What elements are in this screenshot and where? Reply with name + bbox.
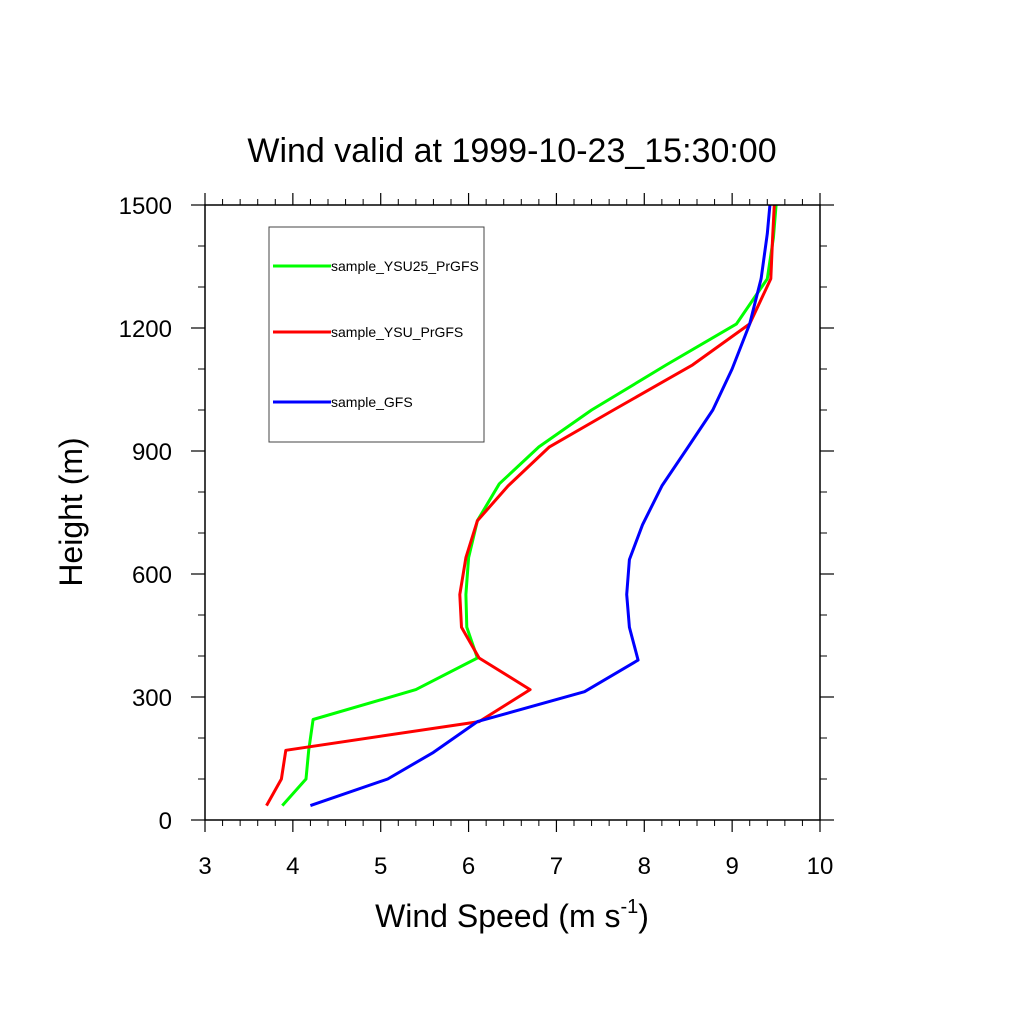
plot-frame [204,204,821,821]
y-tick-label: 1200 [119,316,172,343]
y-tick-label: 0 [159,808,172,835]
x-tick-label: 8 [638,853,651,880]
y-tick-label: 600 [132,562,172,589]
y-tick-label: 300 [132,685,172,712]
y-tick-label: 1500 [119,193,172,220]
x-tick-label: 9 [725,853,738,880]
y-tick-label: 900 [132,439,172,466]
x-axis-label: Wind Speed (m s-1) [375,896,649,934]
x-tick-label: 7 [550,853,563,880]
legend-label: sample_GFS [331,394,413,410]
series-line-sample_GFS [309,204,772,808]
y-axis-label: Height (m) [53,437,89,586]
x-tick-label: 4 [286,853,299,880]
data-series [265,204,778,808]
axis-ticks [191,193,834,832]
legend: sample_YSU25_PrGFS sample_YSU_PrGFSsample… [268,226,485,443]
x-axis-label-text: Wind Speed (m s [375,898,620,934]
series-line-sample_YSU_PrGFS [265,204,776,807]
legend-label: sample_YSU_PrGFS [331,324,463,340]
legend-label: sample_YSU25_PrGFS [331,258,479,274]
legend-box [268,226,485,443]
tick-labels: 3 4 5 6 7 8 9 10 0 300 600 900 1200 1500 [119,193,834,880]
x-tick-label: 10 [807,853,834,880]
series-line-sample_YSU25_PrGFS [281,204,778,807]
x-tick-label: 5 [374,853,387,880]
chart-title: Wind valid at 1999-10-23_15:30:00 [247,132,776,170]
x-tick-label: 6 [462,853,475,880]
x-tick-label: 3 [198,853,211,880]
x-axis-label-exponent: -1 [620,896,638,918]
x-axis-label-close: ) [638,898,649,934]
